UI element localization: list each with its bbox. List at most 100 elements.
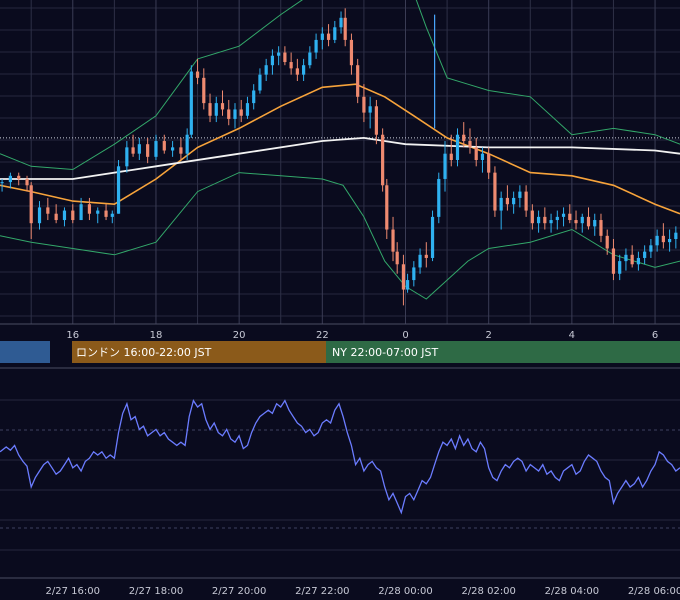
candle-body — [568, 213, 572, 221]
candle-body — [674, 232, 678, 239]
candle-body — [649, 245, 653, 252]
candle-body — [116, 166, 121, 214]
candle-body — [202, 77, 206, 104]
candle-body — [624, 254, 628, 262]
candle-body — [574, 220, 578, 224]
oscillator-x-tick-label: 2/28 02:00 — [461, 586, 515, 597]
candle-body — [308, 52, 312, 66]
candle-body — [79, 204, 83, 221]
candle-body — [655, 235, 659, 246]
candle-body — [505, 197, 510, 205]
candle-body — [302, 65, 306, 75]
candle-body — [8, 175, 12, 183]
candle-body — [277, 52, 281, 56]
candle-body — [493, 172, 497, 211]
candle-body — [104, 210, 108, 217]
candle-body — [37, 207, 42, 224]
session-ny-band — [326, 341, 680, 363]
candle-body — [131, 147, 135, 154]
candle-body — [233, 109, 237, 119]
candle-body — [418, 254, 422, 268]
candle-body — [530, 210, 534, 224]
candle-body — [536, 216, 541, 224]
candle-body — [449, 153, 453, 160]
candle-body — [110, 213, 114, 217]
candle-body — [661, 235, 665, 243]
oscillator-x-tick-label: 2/28 04:00 — [545, 586, 599, 597]
candle-body — [220, 103, 225, 110]
candle-body — [71, 210, 75, 221]
candle-body — [487, 153, 491, 173]
candle-body — [25, 178, 29, 186]
session-london-band — [72, 341, 326, 363]
price-x-tick-label: 20 — [233, 330, 246, 341]
candle-body — [258, 74, 262, 91]
candle-body — [96, 210, 100, 214]
candle-body — [580, 216, 584, 224]
candle-body — [518, 191, 522, 198]
candle-body — [239, 109, 243, 116]
oscillator-x-tick-label: 2/28 00:00 — [378, 586, 432, 597]
candle-body — [362, 96, 366, 113]
candle-body — [295, 68, 299, 75]
candle-body — [395, 251, 399, 265]
candle-body — [189, 71, 193, 135]
candle-body — [54, 213, 58, 221]
candle-body — [320, 33, 324, 40]
candle-body — [87, 204, 92, 214]
price-x-tick-label: 0 — [402, 330, 408, 341]
candle-body — [630, 254, 634, 265]
bb-upper-line — [0, 0, 680, 171]
candle-body — [289, 62, 293, 69]
ma-fast-line — [0, 83, 680, 215]
oscillator-x-tick-label: 2/27 22:00 — [295, 586, 349, 597]
candle-body — [391, 229, 395, 252]
candle-body — [381, 134, 385, 186]
candle-body — [443, 153, 447, 179]
oscillator-x-tick-label: 2/27 20:00 — [212, 586, 266, 597]
candle-body — [195, 71, 200, 78]
price-x-tick-label: 6 — [652, 330, 658, 341]
candle-body — [474, 147, 478, 160]
candle-body — [468, 141, 472, 148]
candle-body — [339, 17, 343, 28]
candle-body — [401, 264, 406, 290]
candle-body — [170, 147, 175, 151]
candle-body — [543, 216, 547, 224]
candle-body — [480, 153, 485, 160]
price-x-tick-label: 16 — [66, 330, 79, 341]
candle-body — [605, 235, 609, 249]
candle-body — [146, 144, 150, 157]
oscillator-x-tick-label: 2/28 06:00 — [628, 586, 680, 597]
candle-body — [125, 147, 129, 167]
oscillator-x-tick-label: 2/27 16:00 — [46, 586, 100, 597]
candle-body — [586, 216, 591, 227]
price-x-tick-label: 2 — [485, 330, 491, 341]
candle-body — [512, 197, 516, 205]
candle-body — [264, 65, 268, 75]
candle-body — [374, 106, 378, 135]
candle-body — [430, 216, 435, 258]
price-x-tick-label: 22 — [316, 330, 329, 341]
candle-body — [368, 106, 372, 113]
candle-body — [618, 261, 622, 274]
candle-body — [455, 134, 460, 160]
candle-body — [314, 39, 318, 53]
candle-body — [437, 178, 441, 217]
candle-body — [343, 17, 347, 40]
candle-body — [593, 220, 597, 227]
candle-body — [283, 52, 287, 63]
candle-body — [385, 185, 389, 230]
candle-body — [561, 213, 566, 217]
oscillator-line — [0, 399, 680, 515]
candle-body — [643, 251, 647, 258]
price-panel[interactable]: 16 18 20 22 0 2 4 6 — [0, 0, 680, 341]
session-band: ロンドン 16:00-22:00 JST NY 22:00-07:00 JST — [0, 341, 680, 363]
candle-body — [326, 33, 331, 40]
candle-body — [270, 55, 275, 66]
candle-body — [252, 90, 256, 104]
oscillator-panel[interactable]: 2/27 16:00 2/27 18:00 2/27 20:00 2/27 22:00… — [0, 367, 680, 597]
